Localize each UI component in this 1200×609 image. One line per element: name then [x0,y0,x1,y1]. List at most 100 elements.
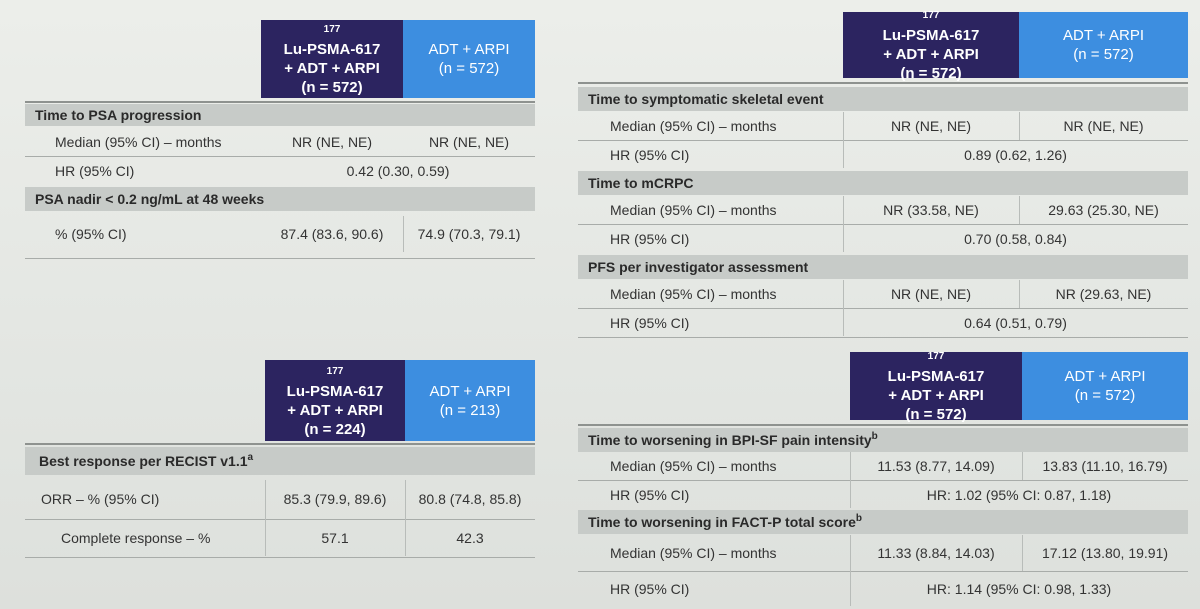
table-rule [578,480,1188,481]
row-label: HR (95% CI) [610,315,690,331]
cell-lu: 85.3 (79.9, 89.6) [283,491,387,507]
drug-name: Lu-PSMA-617 [887,368,985,385]
isotope-mass: 177 [326,365,344,377]
adt-column-header: ADT + ARPI (n = 572) [1019,12,1188,78]
cell-lu: 11.33 (8.84, 14.03) [877,545,995,561]
sample-size: (n = 572) [438,60,500,77]
regimen: ADT + ARPI [1064,368,1146,385]
cell-adt: 74.9 (70.3, 79.1) [417,226,521,242]
regimen: + ADT + ARPI [284,60,380,77]
section-title: Time to PSA progression [35,107,202,123]
table-row: Median (95% CI) – months 11.33 (8.84, 14… [578,535,1188,571]
section-title: Time to worsening in BPI-SF pain intensi… [588,432,872,448]
row-label: Median (95% CI) – months [55,134,222,150]
section-row: PFS per investigator assessment [578,255,1188,279]
column-divider [1019,280,1020,308]
lu-column-header: 177 Lu-PSMA-617 + ADT + ARPI (n = 224) [265,360,405,441]
table-rule [25,156,535,157]
cell-lu: NR (33.58, NE) [883,202,979,218]
regimen: + ADT + ARPI [287,401,383,419]
column-divider [843,280,844,336]
cell-hr: 0.64 (0.51, 0.79) [964,315,1067,331]
row-label: HR (95% CI) [610,147,690,163]
lu-column-header: 177 Lu-PSMA-617 + ADT + ARPI (n = 572) [850,351,1022,423]
section-row: Time to worsening in BPI-SF pain intensi… [578,428,1188,452]
cell-adt: 42.3 [456,530,484,546]
cell-adt: NR (NE, NE) [428,134,510,150]
cell-adt: 80.8 (74.8, 85.8) [418,491,522,507]
cell-hr: 0.70 (0.58, 0.84) [964,231,1067,247]
table-rule [578,308,1188,309]
lu-column-header: 177 Lu-PSMA-617 + ADT + ARPI (n = 572) [843,10,1019,82]
adt-column-header: ADT + ARPI (n = 572) [1022,352,1188,420]
table-rule [25,101,535,103]
table-row: Complete response – % 57.1 42.3 [25,520,535,556]
drug-name: Lu-PSMA-617 [283,41,381,58]
recist-table: 177 Lu-PSMA-617 + ADT + ARPI (n = 224) AD… [25,360,535,560]
table-rule [578,224,1188,225]
section-title: PSA nadir < 0.2 ng/mL at 48 weeks [35,191,265,207]
table-row: Median (95% CI) – months NR (NE, NE) NR … [578,112,1188,140]
skeletal-table: 177 Lu-PSMA-617 + ADT + ARPI (n = 572) AD… [578,10,1188,338]
cell-hr: 0.89 (0.62, 1.26) [964,147,1067,163]
section-title: Time to symptomatic skeletal event [588,91,824,107]
cell-lu: NR (NE, NE) [890,118,972,134]
table-row: Median (95% CI) – months 11.53 (8.77, 14… [578,452,1188,480]
table-row: HR (95% CI) 0.70 (0.58, 0.84) [578,225,1188,253]
column-divider [850,452,851,508]
column-divider [843,112,844,168]
section-title: PFS per investigator assessment [588,259,809,275]
sample-size: (n = 224) [304,420,366,438]
isotope-mass: 177 [927,351,945,362]
table-rule [578,571,1188,572]
table-row: HR (95% CI) 0.64 (0.51, 0.79) [578,309,1188,337]
table-row: HR (95% CI) 0.42 (0.30, 0.59) [25,157,535,185]
sample-size: (n = 572) [1073,46,1134,63]
table-rule [578,424,1188,426]
table-rule [578,140,1188,141]
row-label: HR (95% CI) [610,231,690,247]
column-divider [1022,452,1023,480]
sample-size: (n = 572) [1074,387,1136,404]
cell-adt: 17.12 (13.80, 19.91) [1041,545,1169,561]
table-rule [25,258,535,259]
section-row: Best response per RECIST v1.1a [25,447,535,475]
adt-column-header: ADT + ARPI (n = 213) [405,360,535,441]
cell-hr: 0.42 (0.30, 0.59) [346,163,450,179]
footnote-marker: b [871,431,878,442]
sample-size: (n = 572) [301,79,363,96]
section-title: Time to worsening in FACT-P total score [588,514,856,530]
row-label: % (95% CI) [55,226,127,242]
cell-hr: HR: 1.14 (95% CI: 0.98, 1.33) [926,581,1112,597]
column-divider [265,480,266,556]
row-label: ORR – % (95% CI) [41,491,160,507]
drug-name: Lu-PSMA-617 [882,27,980,44]
row-label: Median (95% CI) – months [610,118,777,134]
section-row: Time to symptomatic skeletal event [578,87,1188,111]
section-title: Best response per RECIST v1.1 [39,453,248,469]
row-label: Median (95% CI) – months [610,286,777,302]
cell-lu: NR (NE, NE) [291,134,373,150]
regimen: ADT + ARPI [1062,27,1144,44]
psa-table: 177 Lu-PSMA-617 + ADT + ARPI (n = 572) AD… [25,20,535,260]
column-divider [850,535,851,606]
table-rule [25,443,535,445]
row-label: Median (95% CI) – months [610,545,777,561]
lu-column-header: 177 Lu-PSMA-617 + ADT + ARPI (n = 572) [261,20,403,98]
column-divider [843,196,844,252]
row-label: Complete response – % [61,530,211,546]
table-row: HR (95% CI) HR: 1.14 (95% CI: 0.98, 1.33… [578,572,1188,606]
cell-adt: 29.63 (25.30, NE) [1048,202,1159,218]
adt-column-header: ADT + ARPI (n = 572) [403,20,535,98]
row-label: Median (95% CI) – months [610,458,777,474]
qol-table: 177 Lu-PSMA-617 + ADT + ARPI (n = 572) AD… [578,351,1188,609]
sample-size: (n = 572) [905,406,967,423]
section-row: Time to PSA progression [25,104,535,126]
table-row: HR (95% CI) HR: 1.02 (95% CI: 0.87, 1.18… [578,481,1188,509]
column-divider [405,480,406,556]
regimen: ADT + ARPI [429,382,511,400]
sample-size: (n = 572) [900,65,962,82]
column-divider [1022,535,1023,571]
row-label: HR (95% CI) [55,163,135,179]
table-row: Median (95% CI) – months NR (33.58, NE) … [578,196,1188,224]
